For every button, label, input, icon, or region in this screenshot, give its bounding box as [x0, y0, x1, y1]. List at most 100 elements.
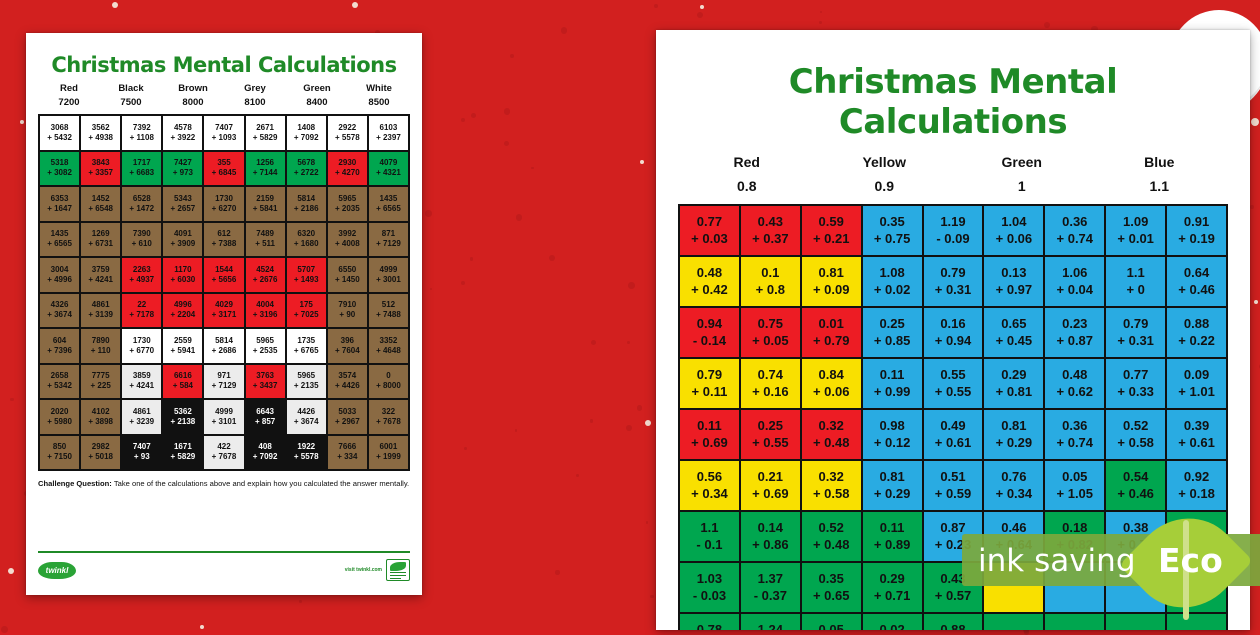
calc-cell[interactable]: 0 + 8000	[368, 364, 409, 400]
calc-cell[interactable]: 0.11 + 0.69	[679, 409, 740, 460]
calc-cell[interactable]: 5707 + 1493	[286, 257, 327, 293]
calc-cell[interactable]: 0.84 + 0.06	[801, 358, 862, 409]
calc-cell[interactable]: 7666 + 334	[327, 435, 368, 471]
calc-cell[interactable]: 0.65 + 0.45	[983, 307, 1044, 358]
calc-cell[interactable]: 0.36 + 0.74	[1044, 409, 1105, 460]
calc-cell[interactable]: 4861 + 3139	[80, 293, 121, 329]
calc-cell[interactable]: 4524 + 2676	[245, 257, 286, 293]
calc-cell[interactable]: 0.21 + 0.69	[740, 460, 801, 511]
calc-cell[interactable]: 3859 + 4241	[121, 364, 162, 400]
calc-cell[interactable]: 7392 + 1108	[121, 115, 162, 151]
calc-cell[interactable]: 3574 + 4426	[327, 364, 368, 400]
calc-cell[interactable]: 0.81 + 0.09	[801, 256, 862, 307]
calc-cell[interactable]: 4029 + 3171	[203, 293, 244, 329]
calc-cell[interactable]: 512 + 7488	[368, 293, 409, 329]
calc-cell[interactable]: 4426 + 3674	[286, 399, 327, 435]
calc-cell[interactable]: 7407 + 93	[121, 435, 162, 471]
calc-cell[interactable]: 4326 + 3674	[39, 293, 80, 329]
calc-cell[interactable]: 6001 + 1999	[368, 435, 409, 471]
calc-cell[interactable]: 5362 + 2138	[162, 399, 203, 435]
calc-cell[interactable]: 4999 + 3001	[368, 257, 409, 293]
calc-cell[interactable]: 1.1 + 0	[1105, 256, 1166, 307]
calc-cell[interactable]: 7775 + 225	[80, 364, 121, 400]
calc-cell[interactable]: 1671 + 5829	[162, 435, 203, 471]
calc-cell[interactable]: 1269 + 6731	[80, 222, 121, 258]
calc-cell[interactable]: 0.32 + 0.58	[801, 460, 862, 511]
calc-cell[interactable]: 0.81 + 0.29	[983, 409, 1044, 460]
calc-cell[interactable]: 2982 + 5018	[80, 435, 121, 471]
calc-cell[interactable]: 0.55 + 0.55	[923, 358, 984, 409]
calc-cell[interactable]: 0.79 + 0.31	[923, 256, 984, 307]
calc-cell[interactable]: 355 + 6845	[203, 151, 244, 187]
calc-cell[interactable]: 7910 + 90	[327, 293, 368, 329]
calc-cell[interactable]: 6353 + 1647	[39, 186, 80, 222]
calc-cell[interactable]: 0.59 + 0.21	[801, 205, 862, 256]
calc-cell[interactable]: 0.49 + 0.61	[923, 409, 984, 460]
calc-cell[interactable]: 0.98 + 0.12	[862, 409, 923, 460]
calc-cell[interactable]: 0.32 + 0.48	[801, 409, 862, 460]
calc-cell[interactable]: 0.74 + 0.16	[740, 358, 801, 409]
calc-cell[interactable]: 0.88+ 0.12	[923, 613, 984, 630]
calc-cell[interactable]: 0.79 + 0.31	[1105, 307, 1166, 358]
calc-cell[interactable]: 5033 + 2967	[327, 399, 368, 435]
calc-cell[interactable]: + 0.75	[1166, 613, 1227, 630]
calc-cell[interactable]: 0.81 + 0.29	[862, 460, 923, 511]
calc-cell[interactable]: 6320 + 1680	[286, 222, 327, 258]
calc-cell[interactable]: 3004 + 4996	[39, 257, 80, 293]
calc-cell[interactable]: 7489 + 511	[245, 222, 286, 258]
calc-cell[interactable]: 5814 + 2186	[286, 186, 327, 222]
worksheet-page-1[interactable]: Christmas Mental Calculations Red Black …	[26, 33, 422, 595]
calc-cell[interactable]: 0.11 + 0.89	[862, 511, 923, 562]
calc-cell[interactable]: 0.05 + 1.05	[1044, 460, 1105, 511]
calc-cell[interactable]: 1717 + 6683	[121, 151, 162, 187]
calc-cell[interactable]: 396 + 7604	[327, 328, 368, 364]
calc-cell[interactable]: 1544 + 5656	[203, 257, 244, 293]
calc-cell[interactable]: 0.25 + 0.85	[862, 307, 923, 358]
calc-cell[interactable]: 2930 + 4270	[327, 151, 368, 187]
calc-cell[interactable]: 0.94- 0.14	[679, 307, 740, 358]
calc-cell[interactable]: 1.09 + 0.01	[1105, 205, 1166, 256]
calc-cell[interactable]: 3992 + 4008	[327, 222, 368, 258]
calc-cell[interactable]: 175 + 7025	[286, 293, 327, 329]
calc-cell[interactable]: 1.08 + 0.02	[862, 256, 923, 307]
calculations-grid-page-1[interactable]: 3068 + 5432 3562 + 4938 7392 + 1108 4578 + 3922…	[38, 114, 410, 471]
calc-cell[interactable]: 0.48 + 0.42	[679, 256, 740, 307]
calc-cell[interactable]: 0.43 + 0.37	[740, 205, 801, 256]
calc-cell[interactable]: 22 + 7178	[121, 293, 162, 329]
calc-cell[interactable]: 0.36 + 0.74	[1044, 205, 1105, 256]
calc-cell[interactable]: 1.04 + 0.06	[983, 205, 1044, 256]
calc-cell[interactable]: 0.29 + 0.71	[862, 562, 923, 613]
calc-cell[interactable]: 1408 + 7092	[286, 115, 327, 151]
calc-cell[interactable]: 0.56 + 0.34	[679, 460, 740, 511]
calc-cell[interactable]: 1435 + 6565	[368, 186, 409, 222]
calc-cell[interactable]: 0.51 + 0.59	[923, 460, 984, 511]
calc-cell[interactable]: 0.52 + 0.48	[801, 511, 862, 562]
calc-cell[interactable]: 7390 + 610	[121, 222, 162, 258]
calc-cell[interactable]: 7407 + 1093	[203, 115, 244, 151]
calc-cell[interactable]: 0.79 + 0.11	[679, 358, 740, 409]
calc-cell[interactable]: 5343 + 2657	[162, 186, 203, 222]
calc-cell[interactable]: 2559 + 5941	[162, 328, 203, 364]
calc-cell[interactable]: 408 + 7092	[245, 435, 286, 471]
calc-cell[interactable]: 4996 + 2204	[162, 293, 203, 329]
calc-cell[interactable]: 7890 + 110	[80, 328, 121, 364]
calc-cell[interactable]: 2658 + 5342	[39, 364, 80, 400]
calc-cell[interactable]: 1.37- 0.37	[740, 562, 801, 613]
calc-cell[interactable]: 1.03- 0.03	[679, 562, 740, 613]
calc-cell[interactable]: 3843 + 3357	[80, 151, 121, 187]
calc-cell[interactable]: 1.19- 0.09	[923, 205, 984, 256]
calc-cell[interactable]: 0.64 + 0.46	[1166, 256, 1227, 307]
calc-cell[interactable]: + 0.73	[983, 613, 1044, 630]
calc-cell[interactable]: 5814 + 2686	[203, 328, 244, 364]
calc-cell[interactable]: 5965 + 2535	[245, 328, 286, 364]
calc-cell[interactable]: 6528 + 1472	[121, 186, 162, 222]
calc-cell[interactable]: 4091 + 3909	[162, 222, 203, 258]
calc-cell[interactable]: + 0.85	[1044, 613, 1105, 630]
calc-cell[interactable]: 4102 + 3898	[80, 399, 121, 435]
calc-cell[interactable]: 5965 + 2135	[286, 364, 327, 400]
twinkl-logo[interactable]: twinkl	[38, 562, 76, 579]
calc-cell[interactable]: 0.01 + 0.79	[801, 307, 862, 358]
calc-cell[interactable]: 0.11 + 0.99	[862, 358, 923, 409]
calc-cell[interactable]: 0.54 + 0.46	[1105, 460, 1166, 511]
calc-cell[interactable]: 3068 + 5432	[39, 115, 80, 151]
